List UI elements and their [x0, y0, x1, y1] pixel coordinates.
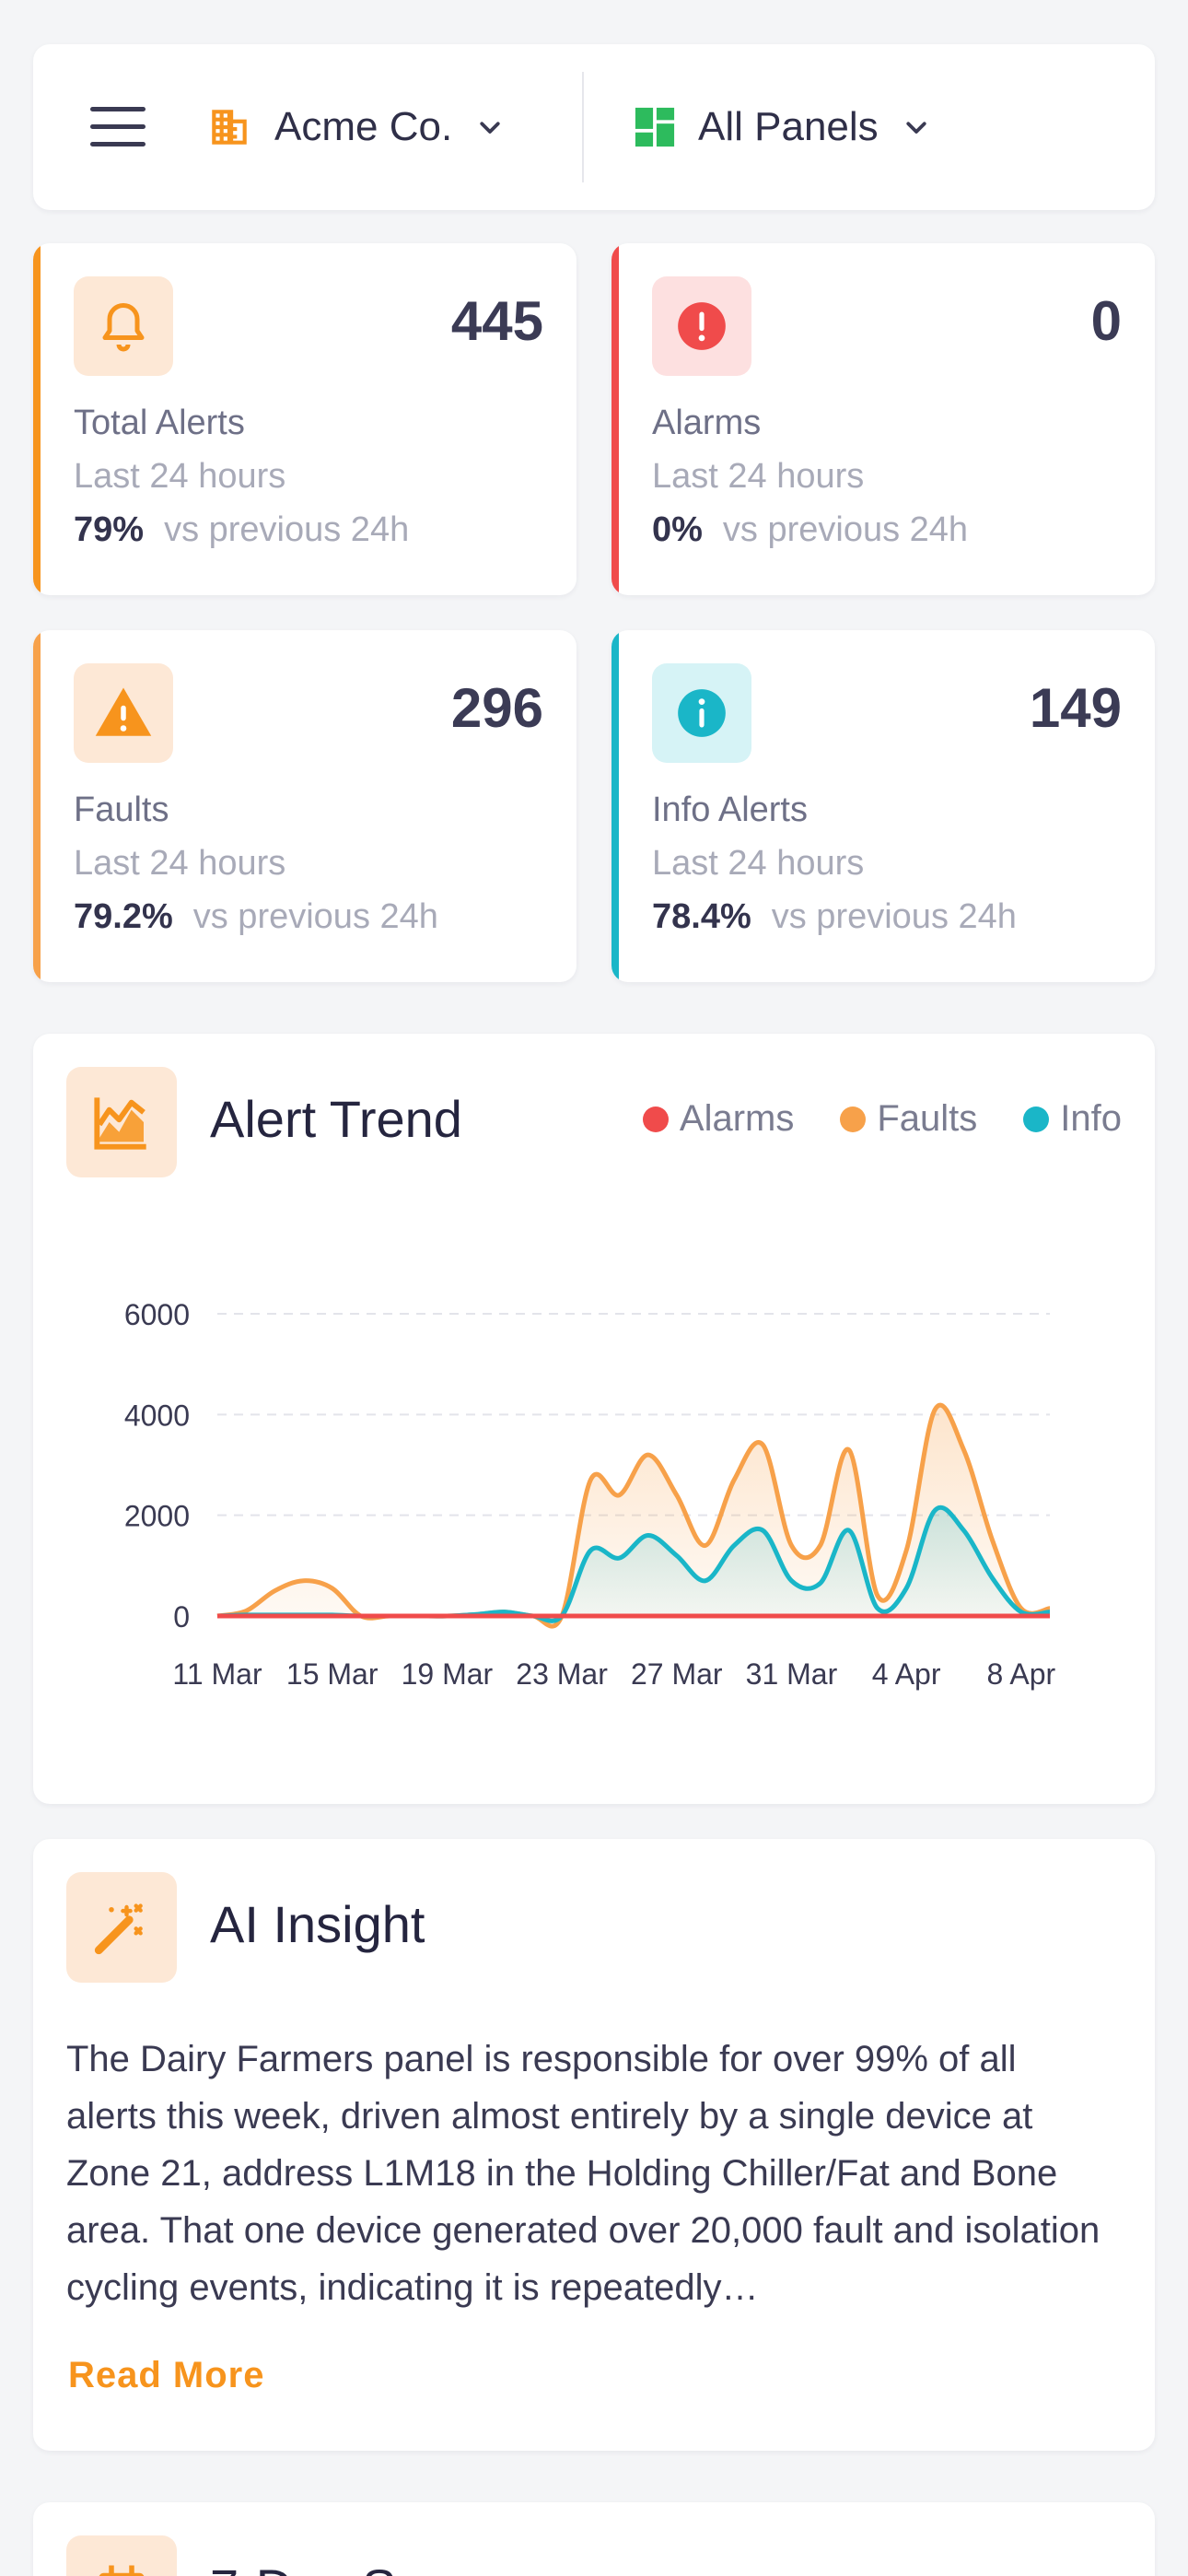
- seven-day-summary-card: 7-Day S: [33, 2502, 1155, 2576]
- chevron-down-icon: [480, 122, 500, 134]
- stat-title: Faults: [74, 790, 169, 829]
- building-icon: [212, 110, 247, 145]
- stat-period: Last 24 hours: [652, 844, 865, 883]
- magic-wand-icon: [66, 1872, 177, 1983]
- warning-icon: [74, 663, 173, 763]
- stat-value: 149: [1029, 677, 1122, 739]
- bell-icon: [74, 276, 173, 376]
- ai-insight-card: AI Insight The Dairy Farmers panel is re…: [33, 1839, 1155, 2451]
- legend-label: Faults: [877, 1098, 978, 1139]
- accent-bar: [33, 243, 41, 595]
- stat-compare-label: vs previous 24h: [771, 897, 1017, 936]
- stat-change: 78.4%: [652, 897, 751, 936]
- y-tick-label: 2000: [124, 1500, 190, 1533]
- alert-trend-card: Alert Trend Alarms Faults Info 0 2000 4000…: [33, 1034, 1155, 1804]
- x-tick-label: 8 Apr: [986, 1657, 1055, 1691]
- stat-compare: 79% vs previous 24h: [74, 510, 409, 550]
- alert-trend-chart[interactable]: 0 2000 4000 6000 11 Mar 15 Mar 19 Mar 23 Mar 27 …: [33, 1034, 1155, 1804]
- stat-card-alarms[interactable]: 0 Alarms Last 24 hours 0% vs previous 24h: [611, 243, 1155, 595]
- card-title: AI Insight: [210, 1895, 425, 1953]
- chart-legend: Alarms Faults Info: [597, 1098, 1122, 1140]
- panel-selector[interactable]: All Panels: [634, 94, 930, 160]
- card-title: 7-Day S: [210, 2558, 396, 2576]
- stat-value: 296: [450, 677, 543, 739]
- y-tick-label: 4000: [124, 1399, 190, 1432]
- accent-bar: [611, 243, 619, 595]
- stat-compare: 0% vs previous 24h: [652, 510, 968, 550]
- read-more-link[interactable]: Read More: [68, 2355, 265, 2395]
- legend-dot: [1023, 1106, 1050, 1132]
- divider: [582, 72, 584, 182]
- alarm-icon: [652, 276, 751, 376]
- y-tick-label: 0: [173, 1600, 190, 1633]
- accent-bar: [33, 630, 41, 982]
- legend-item-info[interactable]: Info: [1023, 1098, 1122, 1140]
- x-tick-label: 4 Apr: [872, 1657, 941, 1691]
- stat-change: 79.2%: [74, 897, 173, 936]
- stat-title: Alarms: [652, 404, 762, 442]
- stat-period: Last 24 hours: [652, 457, 865, 496]
- insight-text: The Dairy Farmers panel is responsible f…: [66, 2039, 1101, 2308]
- stat-compare: 78.4% vs previous 24h: [652, 897, 1017, 937]
- stat-period: Last 24 hours: [74, 844, 286, 883]
- stat-period: Last 24 hours: [74, 457, 286, 496]
- stat-value: 445: [450, 290, 543, 352]
- legend-item-alarms[interactable]: Alarms: [642, 1098, 795, 1140]
- stat-title: Total Alerts: [74, 404, 245, 442]
- stat-card-total-alerts[interactable]: 445 Total Alerts Last 24 hours 79% vs pre…: [33, 243, 577, 595]
- info-icon: [652, 663, 751, 763]
- legend-dot: [642, 1106, 669, 1132]
- menu-icon[interactable]: [90, 107, 146, 149]
- stat-change: 79%: [74, 510, 145, 549]
- x-tick-label: 19 Mar: [402, 1657, 494, 1691]
- stat-card-faults[interactable]: 296 Faults Last 24 hours 79.2% vs previou…: [33, 630, 577, 982]
- dashboard-icon: [635, 107, 675, 147]
- panel-label: All Panels: [698, 104, 879, 149]
- legend-dot: [840, 1106, 867, 1132]
- y-tick-label: 6000: [124, 1298, 190, 1331]
- stat-card-info-alerts[interactable]: 149 Info Alerts Last 24 hours 78.4% vs pr…: [611, 630, 1155, 982]
- stat-compare: 79.2% vs previous 24h: [74, 897, 438, 937]
- card-title: Alert Trend: [210, 1090, 462, 1148]
- x-tick-label: 11 Mar: [172, 1657, 262, 1691]
- legend-label: Info: [1060, 1098, 1122, 1139]
- header-bar: Acme Co. All Panels: [33, 44, 1155, 210]
- legend-label: Alarms: [679, 1098, 795, 1139]
- stat-value: 0: [1090, 290, 1122, 352]
- x-tick-label: 23 Mar: [516, 1657, 608, 1691]
- company-selector[interactable]: Acme Co.: [206, 94, 504, 160]
- company-label: Acme Co.: [274, 104, 453, 149]
- trend-chart-icon: [66, 1067, 177, 1177]
- stat-compare-label: vs previous 24h: [164, 510, 410, 549]
- stat-compare-label: vs previous 24h: [192, 897, 438, 936]
- legend-item-faults[interactable]: Faults: [840, 1098, 977, 1140]
- x-tick-label: 27 Mar: [631, 1657, 723, 1691]
- chevron-down-icon: [906, 122, 926, 134]
- stat-change: 0%: [652, 510, 703, 549]
- x-tick-label: 15 Mar: [286, 1657, 379, 1691]
- stat-compare-label: vs previous 24h: [722, 510, 969, 549]
- x-tick-label: 31 Mar: [746, 1657, 838, 1691]
- accent-bar: [611, 630, 619, 982]
- calendar-icon: [66, 2535, 177, 2576]
- stat-title: Info Alerts: [652, 790, 808, 829]
